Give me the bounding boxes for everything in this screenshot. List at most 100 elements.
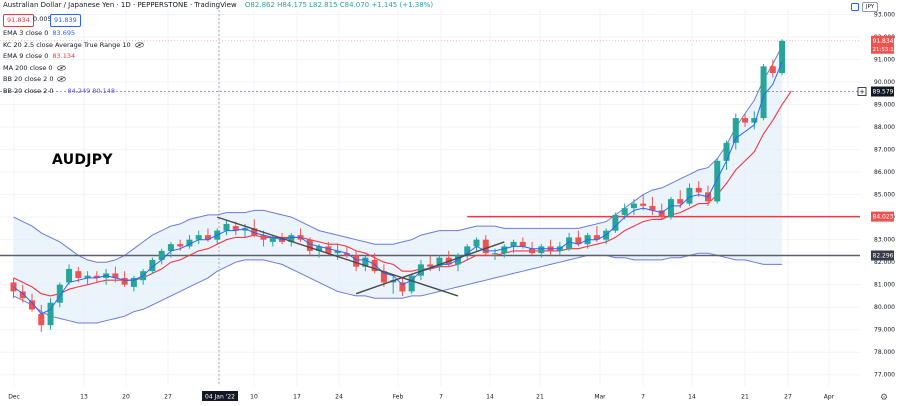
- candle-body: [84, 275, 91, 278]
- candle-body: [408, 275, 415, 292]
- candle-body: [75, 271, 82, 278]
- price-axis-panel: [860, 0, 904, 406]
- indicator-row[interactable]: KC 20 2.5 close Average True Range 10: [3, 41, 144, 49]
- candle-body: [482, 239, 489, 254]
- y-tick-label: 80.000: [874, 304, 895, 311]
- candle-body: [575, 237, 582, 245]
- y-tick-label: 86.000: [874, 169, 895, 176]
- candle-body: [121, 277, 128, 285]
- plus-icon: [857, 87, 867, 96]
- gear-icon[interactable]: ⚙: [880, 393, 889, 403]
- hidden-eye-icon[interactable]: [134, 41, 144, 48]
- candle-body: [186, 239, 193, 247]
- sell-price-button[interactable]: 91.834: [3, 14, 34, 27]
- y-tick-label: 79.000: [874, 327, 895, 334]
- indicator-label: BB 20 close 2 0: [3, 87, 54, 95]
- y-tick-label: 87.000: [874, 147, 895, 154]
- x-tick-label: Dec: [8, 394, 20, 401]
- candle-body: [760, 66, 767, 119]
- candle-body: [269, 237, 276, 242]
- candle-body: [362, 257, 369, 267]
- y-tick-label: 78.000: [874, 349, 895, 356]
- resistance-price-tag-bg: [871, 211, 894, 222]
- candle-body: [325, 246, 332, 254]
- currency-button[interactable]: JPY: [862, 2, 878, 12]
- indicator-row[interactable]: MA 200 close 0: [3, 64, 66, 72]
- candle-body: [149, 259, 156, 272]
- y-tick-label: 90.000: [874, 79, 895, 86]
- indicator-label: EMA 3 close 0: [3, 29, 49, 37]
- x-tick-label: 17: [293, 394, 301, 401]
- y-tick-label: 89.000: [874, 102, 895, 109]
- x-tick-label: Mar: [594, 394, 606, 401]
- x-tick-label: 04 Jan '22: [205, 394, 235, 401]
- date-marker-bg: [202, 391, 238, 401]
- bollinger-band-fill: [13, 46, 783, 323]
- indicator-row[interactable]: EMA 9 close 0 83.134: [3, 52, 75, 60]
- y-tick-label: 88.000: [874, 124, 895, 131]
- plus-icon-glyph: +: [859, 88, 865, 96]
- support-price-tag-bg: [871, 250, 894, 261]
- hidden-eye-icon[interactable]: [57, 76, 67, 83]
- x-tick-label: 27: [784, 394, 792, 401]
- countdown-tag: 21:53:15: [873, 47, 898, 53]
- x-tick-label: Feb: [393, 394, 404, 401]
- trendline: [355, 241, 505, 295]
- candle-body: [529, 248, 536, 254]
- candle-body: [204, 235, 211, 240]
- y-tick-label: 83.000: [874, 237, 895, 244]
- candle-body: [112, 273, 119, 278]
- hidden-eye-icon[interactable]: [56, 65, 66, 71]
- candle-body: [538, 246, 545, 254]
- bollinger-lower-line: [13, 252, 783, 324]
- y-tick-label: 93.000: [874, 12, 895, 19]
- indicator-row[interactable]: EMA 3 close 0 83.695: [3, 29, 75, 37]
- candle-body: [658, 210, 665, 218]
- settings-icon[interactable]: [851, 3, 859, 11]
- indicator-row[interactable]: BB 20 close 2 0: [3, 75, 67, 84]
- candle-body: [223, 223, 230, 231]
- candle-body: [306, 239, 313, 251]
- crosshair-price-tag-bg: [871, 86, 894, 97]
- candle-body: [288, 235, 295, 242]
- candle-body: [66, 268, 73, 283]
- candle-body: [130, 277, 137, 287]
- last-price-tag-bg: [871, 35, 894, 54]
- x-tick-label: 10: [250, 394, 258, 401]
- y-tick-label: 77.000: [874, 372, 895, 379]
- bollinger-upper-line: [13, 45, 783, 263]
- candle-body: [649, 205, 656, 211]
- x-tick-label: 13: [80, 394, 88, 401]
- candle-body: [519, 241, 526, 247]
- candle-body: [334, 250, 341, 254]
- candle-body: [399, 282, 406, 292]
- candle-body: [158, 250, 165, 260]
- candle-body: [714, 160, 721, 202]
- crosshair-price-tag: 89.579: [873, 89, 894, 96]
- candle-body: [732, 118, 739, 143]
- indicator-row[interactable]: BB 20 close 2 0 84.249 80.148: [3, 87, 115, 95]
- candle-body: [473, 239, 480, 247]
- x-tick-label: 7: [641, 394, 645, 401]
- indicator-value: 84.249 80.148: [67, 87, 116, 95]
- indicator-label: BB 20 close 2 0: [3, 75, 54, 84]
- candle-body: [427, 264, 434, 267]
- candle-body: [686, 187, 693, 204]
- candle-body: [251, 228, 258, 236]
- y-tick-label: 91.000: [874, 57, 895, 64]
- indicator-label: KC 20 2.5 close Average True Range 10: [3, 40, 131, 49]
- chart-title: Australian Dollar / Japanese Yen · 1D · …: [3, 1, 237, 9]
- x-tick-label: Apr: [824, 394, 835, 401]
- candle-body: [492, 253, 499, 255]
- candle-body: [501, 246, 508, 254]
- indicator-label: EMA 9 close 0: [3, 52, 49, 61]
- candle-body: [343, 253, 350, 256]
- buy-price-button[interactable]: 91.839: [50, 14, 81, 27]
- candle-body: [742, 118, 749, 123]
- candle-body: [695, 187, 702, 193]
- x-tick-label: 20: [122, 394, 130, 401]
- candle-body: [260, 235, 267, 240]
- support-price-tag: 82.296: [873, 253, 894, 260]
- candle-body: [177, 244, 184, 247]
